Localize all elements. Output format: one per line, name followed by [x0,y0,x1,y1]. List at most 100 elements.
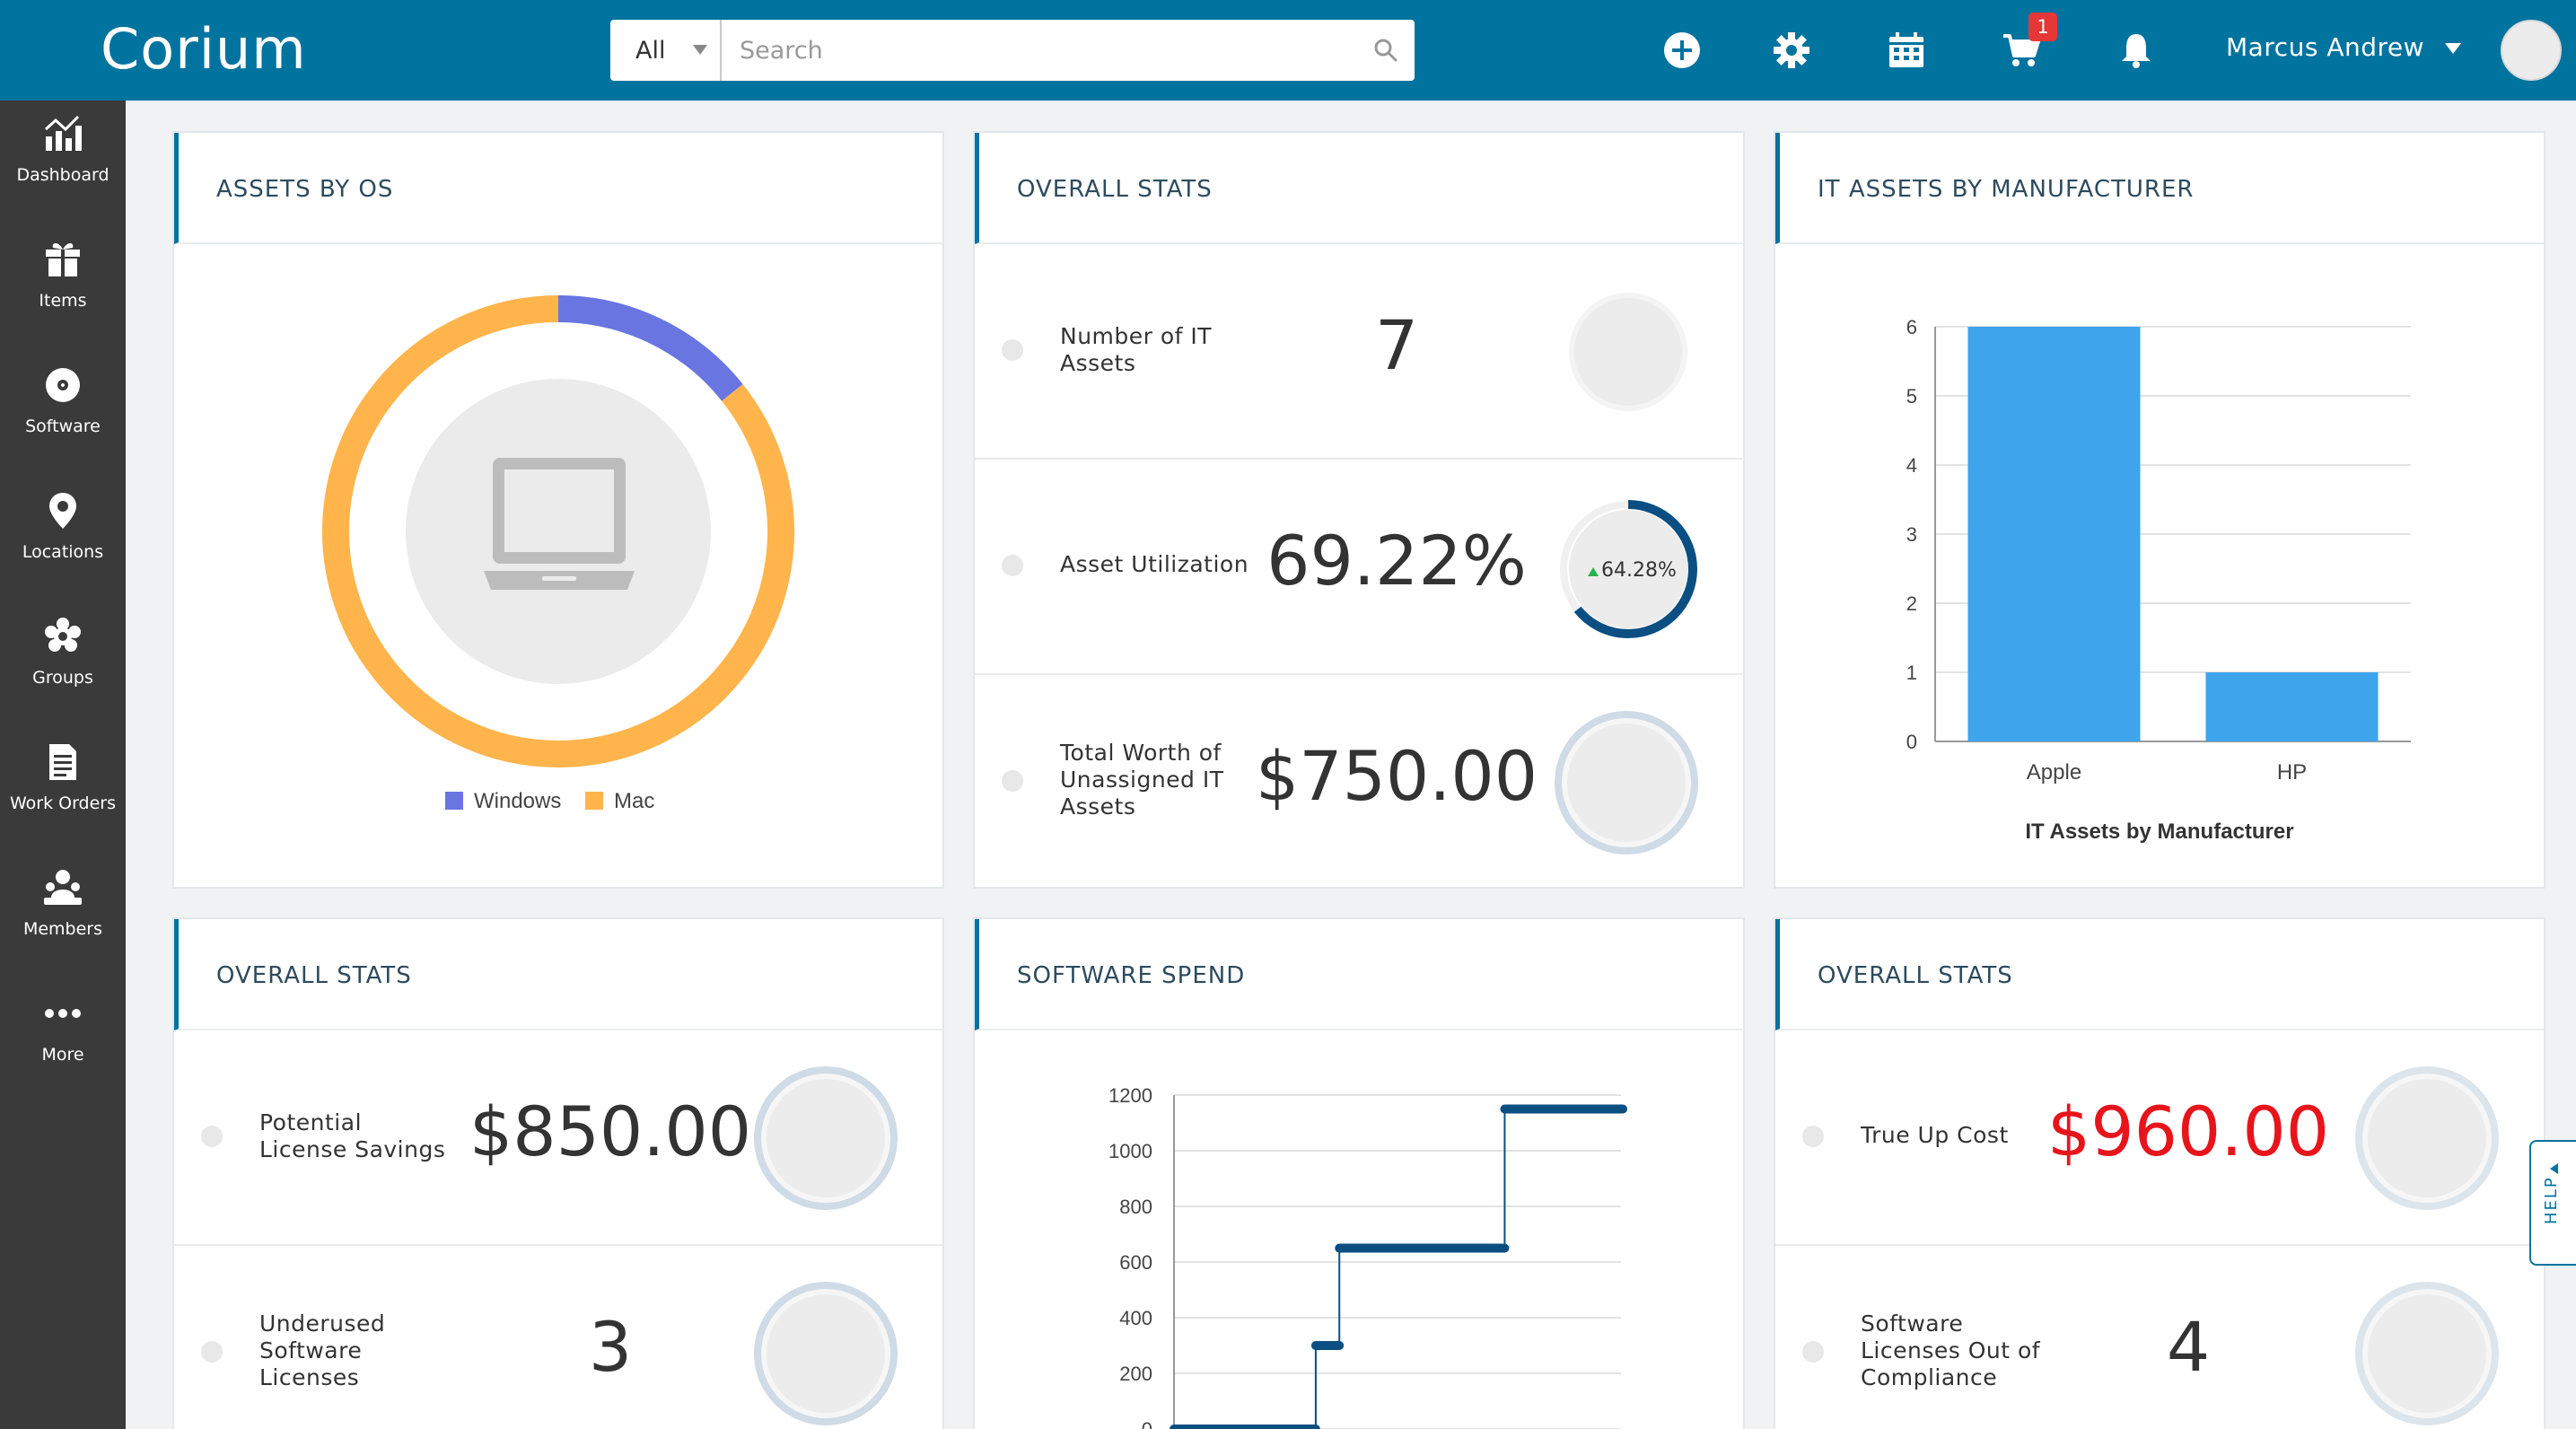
settings-button[interactable] [1768,27,1815,74]
stat-ring [1569,293,1687,411]
y-tick-label: 4 [1906,454,1917,477]
members-icon [44,870,82,905]
info-icon[interactable] [1002,555,1023,576]
user-menu-chevron-icon[interactable] [2445,43,2461,54]
sidebar: Dashboard Items Software Locations [0,101,126,1429]
sidebar-item-work-orders[interactable]: Work Orders [0,729,126,855]
search-input[interactable] [722,20,1415,81]
add-button[interactable] [1659,27,1705,74]
sidebar-item-label: More [41,1045,84,1065]
sidebar-item-more[interactable]: More [0,980,126,1106]
calendar-button[interactable] [1883,27,1930,74]
y-tick-label: 800 [1119,1196,1152,1218]
more-icon [45,1009,81,1018]
chevron-left-icon [2550,1163,2558,1174]
card-title: ASSETS BY OS [216,176,394,203]
stat-ring [2355,1066,2499,1210]
stat-asset-utilization[interactable]: Asset Utilization 69.22% 64.28% [975,460,1743,675]
search-icon[interactable] [1373,38,1398,63]
overall-stats-card-2: OVERALL STATS Potential License Savings … [172,917,944,1429]
legend-label-windows: Windows [474,789,561,813]
laptop-icon [484,458,635,590]
location-pin-icon [49,493,76,529]
stat-unassigned-worth[interactable]: Total Worth of Unassigned IT Assets $750… [975,675,1743,890]
stat-value: $850.00 [469,1091,752,1171]
stat-label: True Up Cost [1861,1122,2009,1148]
info-icon[interactable] [1002,339,1023,361]
stat-potential-license-savings[interactable]: Potential License Savings $850.00 [174,1030,942,1246]
stat-label: Potential License Savings [259,1109,446,1162]
card-title: OVERALL STATS [1818,962,2013,989]
legend-swatch-windows [445,792,463,810]
utilization-ring-label: 64.28% [1601,559,1677,582]
notifications-button[interactable] [2113,27,2160,74]
chart-title: IT Assets by Manufacturer [2025,820,2293,844]
top-bar: Corium All [0,0,2576,101]
stat-value: 69.22% [1266,521,1527,601]
sidebar-item-label: Software [25,416,101,436]
bar-apple[interactable] [1967,327,2141,741]
bar-hp[interactable] [2205,672,2379,741]
bell-icon [2122,34,2151,68]
software-icon [46,368,80,402]
sidebar-item-members[interactable]: Members [0,855,126,980]
gear-icon [1774,32,1809,68]
sidebar-item-dashboard[interactable]: Dashboard [0,101,126,226]
sidebar-item-software[interactable]: Software [0,352,126,478]
manufacturer-bar-chart: 0 1 2 3 4 5 6 Apple HP IT Assets by Manufacturer [1906,316,2411,844]
card-header: IT ASSETS BY MANUFACTURER [1775,133,2544,244]
stat-underused-licenses[interactable]: Underused Software Licenses 3 [174,1246,942,1429]
card-header: SOFTWARE SPEND [975,919,1743,1030]
search-scope-select[interactable]: All [610,20,722,81]
sidebar-item-groups[interactable]: Groups [0,603,126,729]
info-icon[interactable] [1802,1126,1824,1147]
app-logo[interactable]: Corium [101,16,307,82]
sidebar-item-locations[interactable]: Locations [0,478,126,603]
donut-slice-windows[interactable] [557,295,743,401]
y-tick-label: 0 [1142,1418,1152,1429]
dashboard-icon [44,115,82,151]
help-tab[interactable]: HELP [2529,1140,2576,1266]
card-title: OVERALL STATS [1017,176,1213,203]
software-spend-line-chart: 0 200 400 600 800 1000 1200 [1108,1084,1627,1429]
sidebar-item-items[interactable]: Items [0,226,126,352]
stat-label: Number of IT Assets [1060,323,1213,376]
cart-button[interactable] [1998,27,2045,74]
y-tick-label: 600 [1119,1251,1152,1274]
work-orders-icon [49,744,76,780]
donut-slice-mac[interactable] [322,295,794,767]
stat-licenses-out-of-compliance[interactable]: Software Licenses Out of Compliance 4 [1775,1246,2544,1429]
card-title: IT ASSETS BY MANUFACTURER [1818,176,2195,203]
info-icon[interactable] [1802,1341,1824,1363]
stat-ring [754,1282,898,1425]
stat-ring [1555,711,1698,855]
stat-number-of-it-assets[interactable]: Number of IT Assets 7 [975,244,1743,460]
stat-true-up-cost[interactable]: True Up Cost $960.00 [1775,1030,2544,1246]
items-icon [46,243,80,276]
info-icon[interactable] [201,1341,223,1363]
chevron-down-icon [693,45,707,55]
assets-by-os-donut-chart: Windows Mac [322,295,794,813]
software-spend-card: SOFTWARE SPEND 0 200 400 600 800 1000 1200 [973,917,1745,1429]
x-tick-label: Apple [2027,760,2081,785]
card-title: OVERALL STATS [216,962,412,989]
info-icon[interactable] [1002,770,1023,792]
overall-stats-card-3: OVERALL STATS True Up Cost $960.00 Softw… [1774,917,2545,1429]
sidebar-item-label: Locations [22,542,104,562]
card-header: OVERALL STATS [174,919,942,1030]
avatar[interactable] [2501,20,2562,81]
stat-value: $960.00 [2046,1091,2330,1171]
trend-up-icon [1588,567,1599,576]
user-name[interactable]: Marcus Andrew [2226,32,2425,62]
cart-icon [2003,34,2040,66]
stat-label: Software Licenses Out of Compliance [1861,1311,2041,1390]
search-bar: All [610,20,1415,81]
groups-icon [45,618,81,652]
stat-label: Asset Utilization [1060,551,1249,577]
legend-swatch-mac [585,792,603,810]
info-icon[interactable] [201,1126,223,1147]
stat-ring [2355,1282,2499,1425]
sidebar-item-label: Work Orders [9,793,117,813]
stat-ring [754,1066,898,1210]
x-tick-label: HP [2277,760,2307,785]
